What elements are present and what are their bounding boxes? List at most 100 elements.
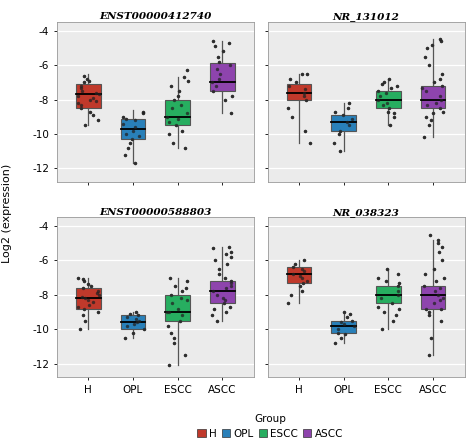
Point [176, 317, 183, 324]
Point [286, 82, 293, 89]
Point [81, 317, 89, 324]
Bar [76, 84, 100, 108]
Point [289, 271, 297, 278]
Point [77, 105, 84, 112]
Point [170, 139, 177, 146]
Point [335, 329, 342, 336]
Point [183, 67, 191, 74]
Point [395, 288, 402, 295]
Point [169, 105, 176, 112]
Point [348, 317, 356, 324]
Point [340, 321, 347, 328]
Point [139, 108, 147, 115]
Point [227, 248, 235, 255]
Point [94, 309, 102, 316]
Bar [376, 91, 401, 108]
Point [165, 362, 173, 369]
Point [80, 278, 88, 285]
Point [135, 317, 143, 324]
Point [438, 243, 446, 250]
Point [84, 281, 92, 288]
Point [296, 283, 304, 290]
Point [175, 87, 182, 95]
Point [425, 309, 433, 316]
Point [438, 96, 445, 103]
Point [340, 309, 347, 316]
Point [92, 89, 100, 96]
Point [85, 77, 92, 84]
Point [300, 267, 308, 274]
Point [343, 313, 350, 321]
Point [284, 105, 292, 112]
Point [173, 122, 180, 129]
Point [376, 93, 383, 100]
Point [167, 291, 174, 298]
Point [222, 274, 229, 281]
Point [92, 98, 100, 105]
Point [434, 236, 441, 243]
Point [95, 291, 102, 298]
Point [134, 312, 142, 319]
Point [340, 321, 347, 328]
Point [92, 89, 100, 96]
Point [80, 312, 87, 319]
Point [139, 110, 146, 117]
Point [379, 101, 387, 108]
Point [225, 243, 232, 250]
Point [421, 271, 429, 278]
Point [170, 340, 178, 347]
Point [388, 300, 395, 307]
Point [78, 87, 86, 95]
Point [125, 144, 132, 151]
Point [178, 288, 186, 295]
Point [300, 89, 308, 96]
Point [438, 243, 446, 250]
Point [394, 283, 401, 290]
Point [80, 312, 87, 319]
Point [77, 101, 84, 108]
Point [184, 77, 192, 84]
Point [299, 274, 306, 281]
Point [428, 117, 435, 124]
Point [92, 98, 100, 105]
Point [81, 317, 89, 324]
Point [439, 295, 447, 302]
Point [432, 99, 440, 107]
Title: NR_038323: NR_038323 [333, 208, 400, 217]
Point [434, 240, 441, 247]
Point [119, 113, 127, 120]
Point [385, 75, 392, 83]
Point [95, 288, 102, 295]
Point [136, 132, 143, 139]
Point [210, 305, 218, 312]
Point [140, 326, 147, 333]
Point [337, 319, 345, 326]
Point [302, 96, 310, 103]
Point [79, 293, 86, 300]
Point [428, 41, 435, 48]
Point [172, 283, 179, 290]
Point [228, 110, 235, 117]
Point [132, 160, 139, 167]
Bar [287, 84, 311, 99]
Point [343, 119, 350, 126]
Point [178, 312, 185, 319]
Point [436, 75, 444, 83]
Point [438, 257, 446, 264]
Point [132, 309, 140, 316]
Point [216, 58, 223, 65]
Point [209, 38, 217, 45]
Point [121, 334, 129, 341]
Point [226, 62, 234, 69]
Point [394, 271, 402, 278]
Point [289, 264, 297, 271]
Point [438, 305, 445, 312]
Point [211, 257, 219, 264]
Point [438, 305, 445, 312]
Point [74, 303, 82, 310]
Point [438, 70, 446, 77]
Point [176, 317, 183, 324]
Point [382, 278, 389, 285]
Point [422, 305, 429, 312]
Point [79, 285, 86, 292]
